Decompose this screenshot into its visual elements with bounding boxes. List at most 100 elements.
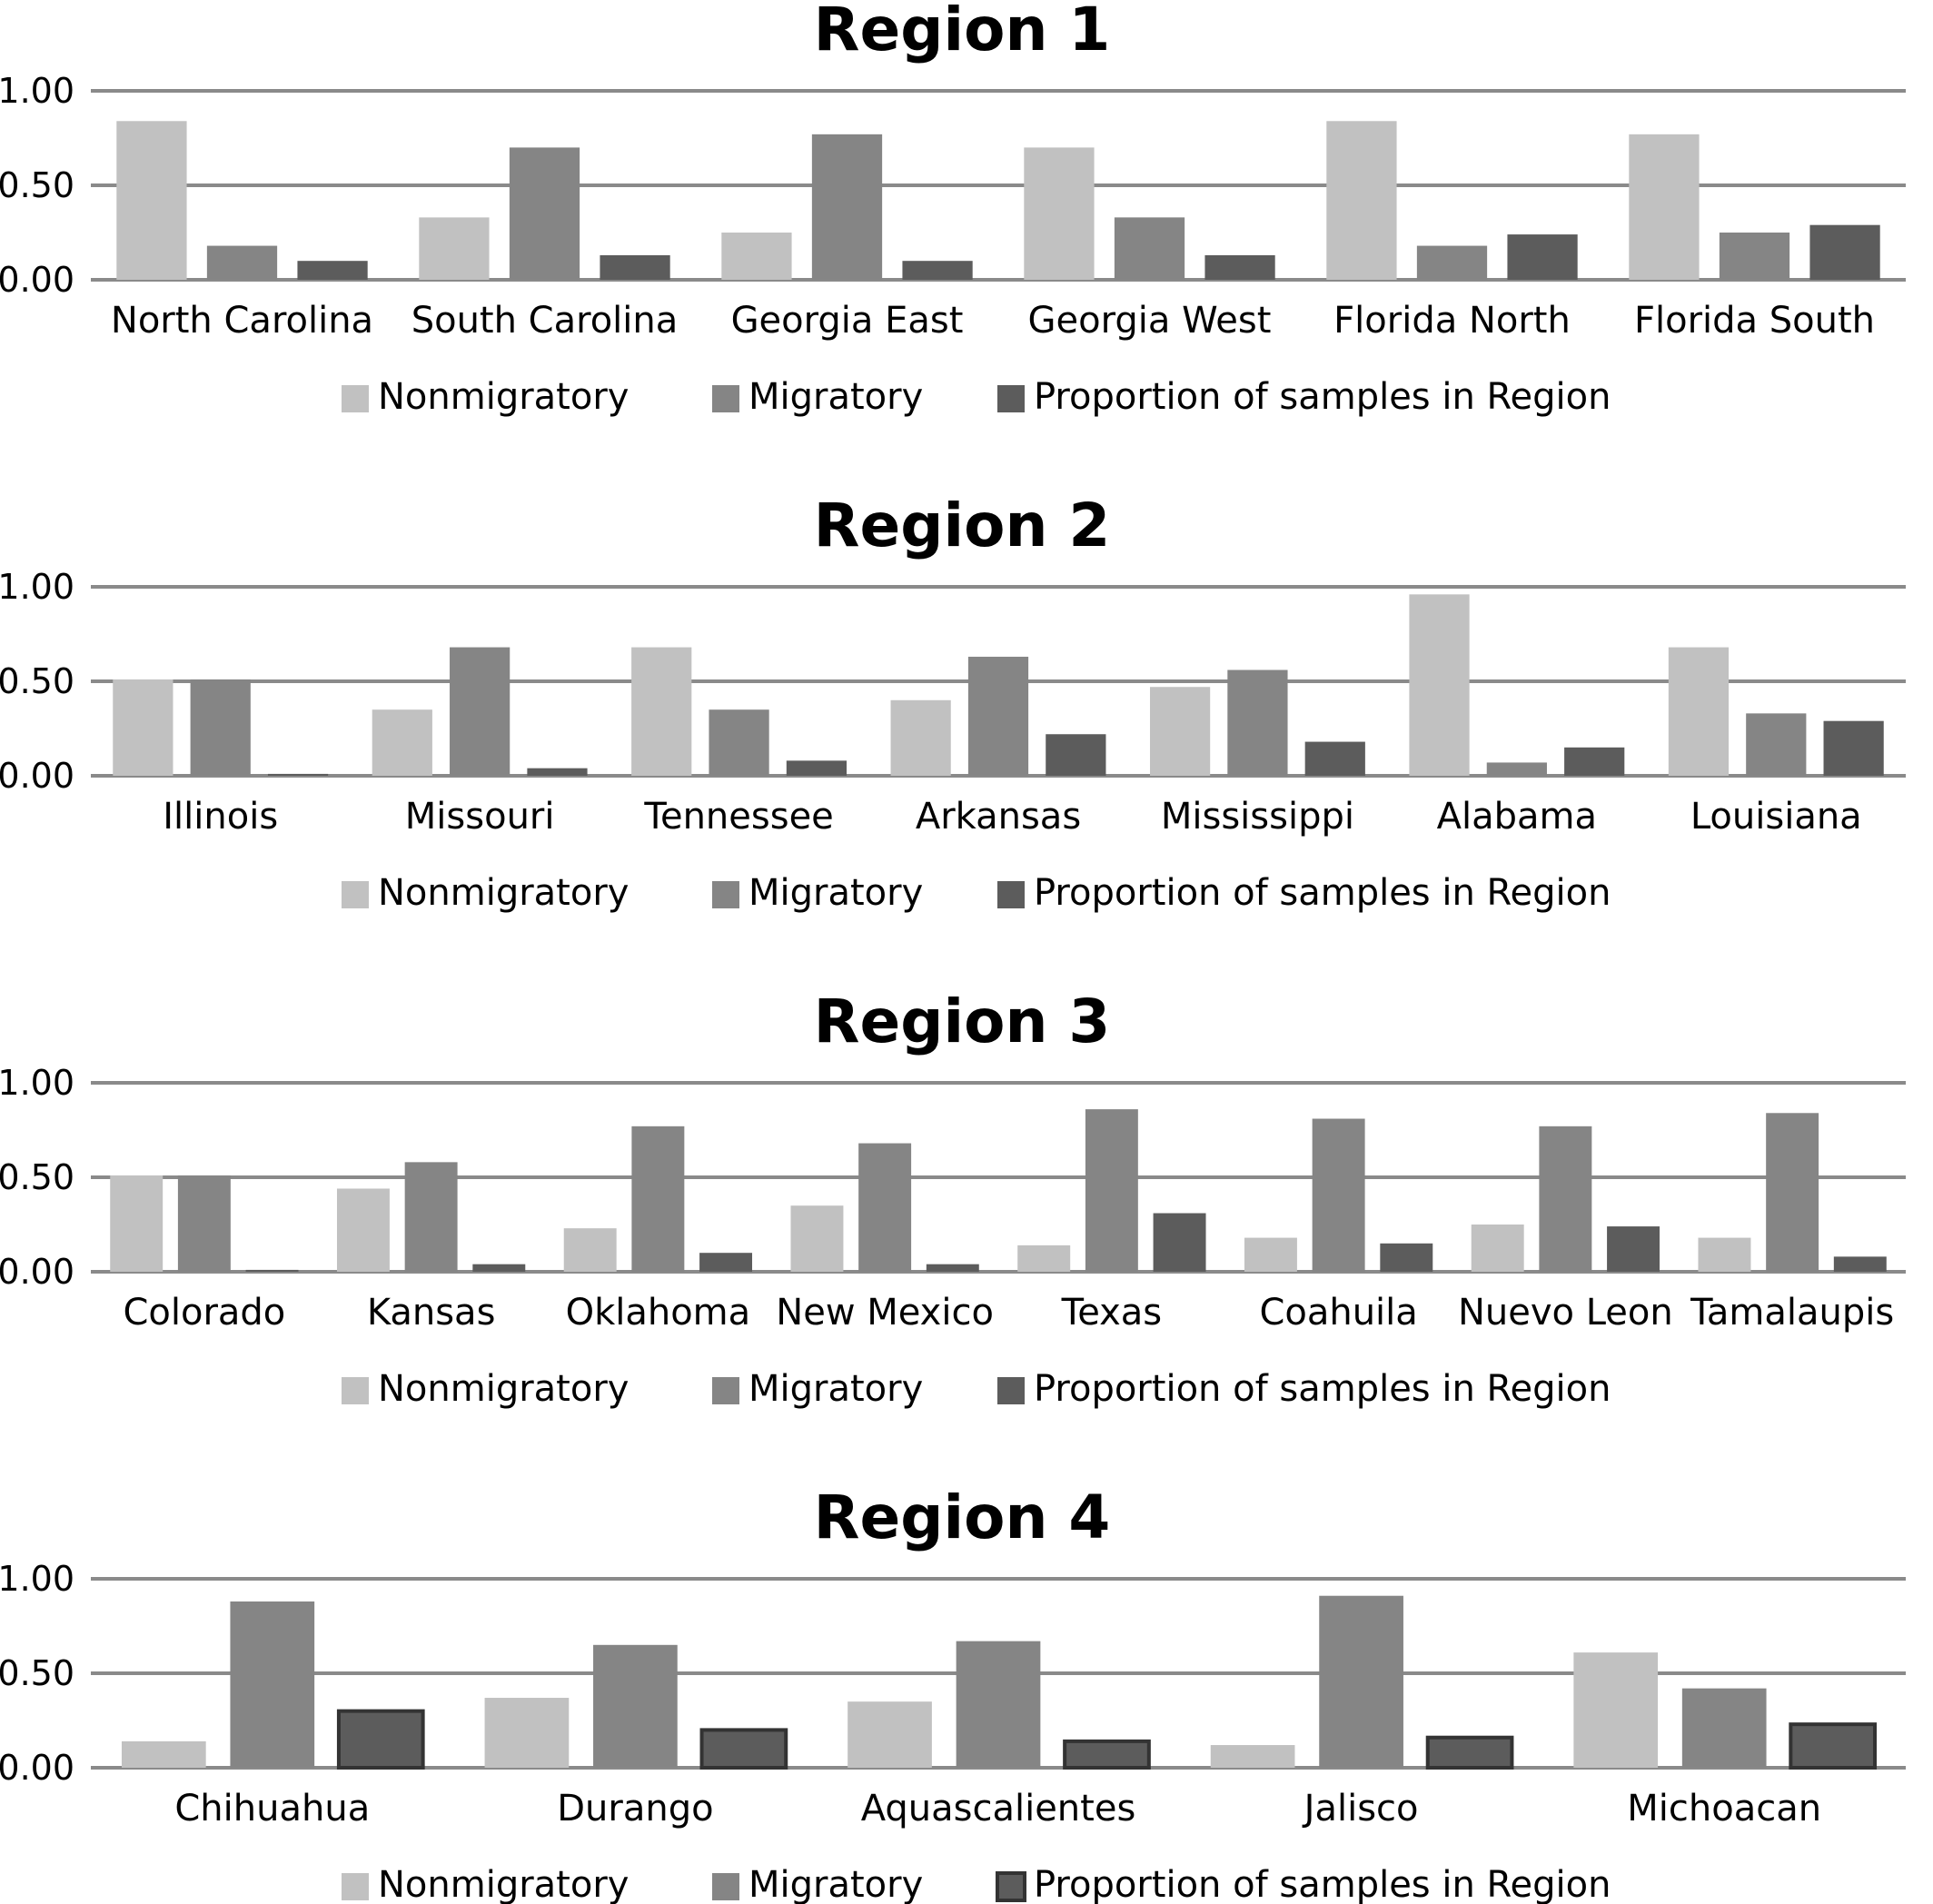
- bar-nonmigratory-kansas: [336, 1188, 390, 1272]
- bar-migratory-oklahoma: [631, 1126, 685, 1272]
- legend-swatch-proportion-of-samples-in-region: [996, 1871, 1026, 1902]
- category-label: Jalisco: [1302, 1788, 1419, 1830]
- bar-nonmigratory-missouri: [372, 709, 432, 776]
- bar-migratory-alabama: [1486, 762, 1547, 776]
- legend-swatch-migratory: [712, 881, 739, 908]
- legend-label: Proportion of samples in Region: [1034, 376, 1611, 418]
- bar-nonmigratory-mississippi: [1149, 687, 1211, 776]
- bar-nonmigratory-texas: [1017, 1245, 1071, 1272]
- bar-proportion-of-samples-in-region-texas: [1153, 1213, 1206, 1272]
- bar-migratory-tamalaupis: [1766, 1113, 1819, 1272]
- bar-nonmigratory-nuevo-leon: [1471, 1225, 1524, 1272]
- bar-migratory-coahuila: [1312, 1118, 1365, 1272]
- bar-proportion-of-samples-in-region-north-carolina: [297, 261, 368, 280]
- bar-proportion-of-samples-in-region-tennessee: [786, 760, 848, 776]
- category-label: South Carolina: [411, 300, 679, 342]
- bar-nonmigratory-south-carolina: [419, 217, 490, 280]
- bar-proportion-of-samples-in-region-mississippi: [1304, 741, 1365, 776]
- bar-proportion-of-samples-in-region-jalisco: [1425, 1735, 1514, 1770]
- bar-migratory-colorado: [177, 1175, 231, 1272]
- legend-swatch-nonmigratory: [342, 385, 369, 412]
- category-label: Mississippi: [1161, 796, 1354, 838]
- bar-nonmigratory-tennessee: [631, 647, 692, 776]
- bar-nonmigratory-durango: [484, 1698, 570, 1768]
- bar-migratory-durango: [593, 1644, 678, 1768]
- bar-proportion-of-samples-in-region-michoacan: [1789, 1722, 1878, 1770]
- bar-nonmigratory-aquascalientes: [848, 1701, 932, 1768]
- category-label: Florida North: [1333, 300, 1571, 342]
- bar-migratory-nuevo-leon: [1539, 1126, 1592, 1272]
- bar-proportion-of-samples-in-region-kansas: [472, 1264, 526, 1272]
- category-label: Kansas: [367, 1292, 496, 1334]
- category-label: Nuevo Leon: [1458, 1292, 1673, 1334]
- bar-proportion-of-samples-in-region-colorado: [245, 1269, 299, 1272]
- bar-nonmigratory-alabama: [1409, 594, 1470, 776]
- legend-label: Migratory: [748, 1864, 923, 1904]
- bar-proportion-of-samples-in-region-durango: [699, 1728, 788, 1770]
- category-label: North Carolina: [111, 300, 373, 342]
- chart-title: Region 3: [814, 987, 1111, 1056]
- bar-nonmigratory-oklahoma: [563, 1228, 617, 1272]
- category-label: Aquascalientes: [861, 1788, 1136, 1830]
- legend-label: Nonmigratory: [378, 1864, 629, 1904]
- bar-migratory-texas: [1085, 1109, 1138, 1272]
- legend-label: Proportion of samples in Region: [1034, 1368, 1611, 1410]
- chart-title: Region 2: [814, 491, 1111, 560]
- bar-migratory-arkansas: [967, 656, 1029, 776]
- bar-migratory-missouri: [450, 647, 511, 776]
- y-tick-label: 0.50: [0, 1653, 74, 1693]
- bar-proportion-of-samples-in-region-florida-north: [1507, 234, 1578, 280]
- legend-label: Proportion of samples in Region: [1034, 1864, 1611, 1904]
- bar-nonmigratory-tamalaupis: [1698, 1237, 1751, 1272]
- bar-proportion-of-samples-in-region-georgia-west: [1204, 254, 1275, 280]
- bar-migratory-florida-south: [1719, 233, 1790, 280]
- legend-swatch-migratory: [712, 1377, 739, 1404]
- bar-nonmigratory-georgia-west: [1024, 147, 1095, 280]
- bar-migratory-florida-north: [1416, 245, 1488, 280]
- bar-migratory-georgia-west: [1114, 217, 1185, 280]
- bar-nonmigratory-new-mexico: [790, 1205, 844, 1272]
- category-label: Georgia East: [731, 300, 964, 342]
- y-tick-label: 0.50: [0, 661, 74, 701]
- legend-swatch-proportion-of-samples-in-region: [997, 881, 1025, 908]
- bar-nonmigratory-chihuahua: [121, 1740, 206, 1768]
- y-tick-label: 1.00: [0, 71, 74, 111]
- y-tick-label: 0.50: [0, 165, 74, 205]
- legend-swatch-proportion-of-samples-in-region: [997, 1377, 1025, 1404]
- bar-migratory-louisiana: [1746, 713, 1807, 776]
- y-tick-label: 0.00: [0, 1252, 74, 1292]
- chart-4: Region 4 1.00 0.50 0.00 Chihuahua Durango Aqua…: [0, 1483, 1906, 1904]
- legend-label: Nonmigratory: [378, 872, 629, 914]
- category-label: New Mexico: [776, 1292, 994, 1334]
- legend-label: Nonmigratory: [378, 1368, 629, 1410]
- bar-proportion-of-samples-in-region-coahuila: [1380, 1243, 1433, 1272]
- chart-2: Region 2 1.00 0.50 0.00 Illinois Missouri Tenn…: [0, 491, 1906, 914]
- chart-title: Region 4: [814, 1483, 1111, 1552]
- category-label: Coahuila: [1259, 1292, 1417, 1334]
- bar-migratory-georgia-east: [811, 134, 883, 280]
- bar-nonmigratory-florida-north: [1326, 121, 1397, 280]
- category-label: Oklahoma: [566, 1292, 751, 1334]
- legend-label: Proportion of samples in Region: [1034, 872, 1611, 914]
- chart-title: Region 1: [814, 0, 1111, 64]
- bar-nonmigratory-florida-south: [1629, 134, 1700, 280]
- y-tick-label: 0.00: [0, 1748, 74, 1788]
- legend-label: Migratory: [748, 872, 923, 914]
- category-label: Florida South: [1634, 300, 1875, 342]
- bar-proportion-of-samples-in-region-illinois: [267, 773, 329, 776]
- legend-swatch-nonmigratory: [342, 1873, 369, 1900]
- bar-proportion-of-samples-in-region-south-carolina: [600, 254, 670, 280]
- category-label: Colorado: [123, 1292, 285, 1334]
- category-label: Alabama: [1437, 796, 1597, 838]
- legend-swatch-migratory: [712, 1873, 739, 1900]
- bar-proportion-of-samples-in-region-oklahoma: [699, 1253, 753, 1272]
- bar-proportion-of-samples-in-region-tamalaupis: [1833, 1256, 1887, 1272]
- bar-nonmigratory-north-carolina: [116, 121, 187, 280]
- legend-label: Migratory: [748, 376, 923, 418]
- bar-nonmigratory-louisiana: [1668, 647, 1730, 776]
- bar-nonmigratory-georgia-east: [721, 233, 792, 280]
- bar-nonmigratory-jalisco: [1210, 1745, 1295, 1768]
- bar-proportion-of-samples-in-region-nuevo-leon: [1607, 1226, 1660, 1272]
- bar-proportion-of-samples-in-region-georgia-east: [902, 261, 973, 280]
